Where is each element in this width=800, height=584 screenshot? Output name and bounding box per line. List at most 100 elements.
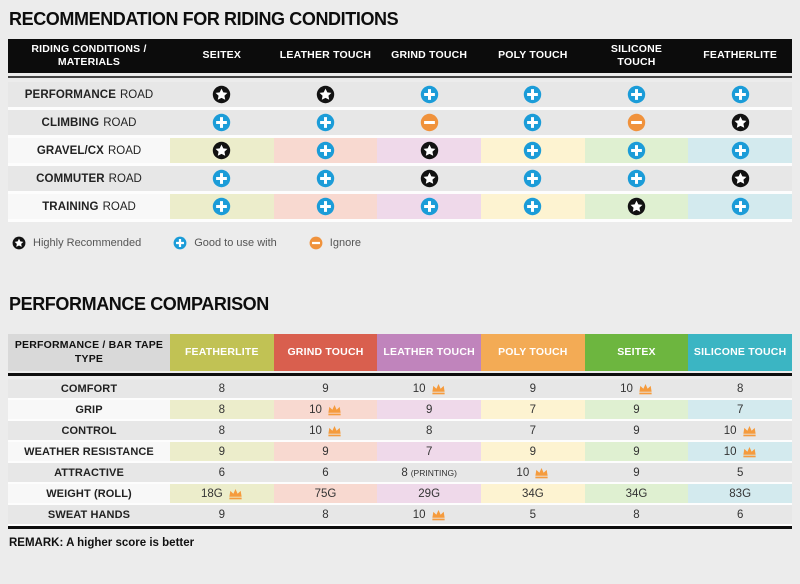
rating-cell xyxy=(584,166,689,191)
rating-cell xyxy=(688,194,792,219)
row-label-bold: COMMUTER xyxy=(36,172,105,185)
rating-cell xyxy=(584,82,689,107)
row-label: GRIP xyxy=(8,400,170,419)
plus-icon xyxy=(316,141,335,160)
score-cell: 8 xyxy=(273,505,378,524)
table-row: COMMUTER ROAD xyxy=(8,166,792,194)
plus-icon xyxy=(627,141,646,160)
row-label: CLIMBING ROAD xyxy=(8,110,170,135)
crown-icon xyxy=(639,383,652,394)
score-value: 9 xyxy=(218,445,226,458)
row-label: PERFORMANCE ROAD xyxy=(8,82,170,107)
plus-icon xyxy=(524,197,542,216)
table-row: TRAINING ROAD xyxy=(8,194,792,222)
rating-cell xyxy=(480,82,585,107)
star-icon xyxy=(420,141,438,160)
score-cell: 9 xyxy=(584,400,689,419)
crown-icon xyxy=(328,425,341,436)
star-icon xyxy=(731,169,749,188)
score-value: 10 xyxy=(412,382,426,395)
star-icon xyxy=(731,113,749,132)
row-label-bold: CLIMBING xyxy=(41,116,100,129)
crown-icon xyxy=(431,509,445,520)
plus-icon xyxy=(173,236,187,250)
score-value: 7 xyxy=(529,403,537,416)
rating-cell xyxy=(480,138,585,163)
row-label-bold: GRAVEL/CX xyxy=(36,144,104,157)
score-value: 75G xyxy=(314,487,337,500)
legend-item-star: Highly Recommended xyxy=(12,236,141,250)
score-cell: 9 xyxy=(480,379,585,398)
score-cell: 10 xyxy=(688,442,792,461)
legend-label: Good to use with xyxy=(194,237,277,249)
plus-icon xyxy=(731,141,749,160)
rating-cell xyxy=(273,138,378,163)
score-value: 10 xyxy=(516,466,530,479)
score-cell: 10 xyxy=(688,421,792,440)
score-value: 7 xyxy=(529,424,537,437)
table-row: GRAVEL/CX ROAD xyxy=(8,138,792,166)
row-label: SWEAT HANDS xyxy=(8,505,170,524)
score-cell: 8 xyxy=(377,421,481,440)
riding-conditions-table: RIDING CONDITIONS / MATERIALS SEITEX LEATH… xyxy=(8,39,792,222)
table-bottom-line xyxy=(8,526,792,529)
row-label-bold: TRAINING xyxy=(42,200,99,213)
header-cell-leather-touch: LEATHER TOUCH xyxy=(279,49,372,62)
header-cell-poly-touch: POLY TOUCH xyxy=(480,334,585,371)
row-label-rest: ROAD xyxy=(103,116,137,129)
header-cell-performance-bar-tape-type: PERFORMANCE / BAR TAPE TYPE xyxy=(8,334,170,371)
score-cell: 83G xyxy=(688,484,792,503)
row-label: WEIGHT (ROLL) xyxy=(8,484,170,503)
score-cell: 10 xyxy=(377,505,481,524)
header-cell-featherlite: FEATHERLITE xyxy=(170,334,274,371)
score-value: 9 xyxy=(529,382,537,395)
plus-icon xyxy=(524,141,542,160)
score-value: 7 xyxy=(736,403,744,416)
legend-icon-wrap xyxy=(12,236,26,250)
table-row: WEATHER RESISTANCE 9 9 7 9 9 10 xyxy=(8,442,792,463)
crown-icon xyxy=(431,383,445,394)
crown-icon-wrap xyxy=(431,383,446,395)
legend-label: Highly Recommended xyxy=(33,237,142,249)
score-value: 8 xyxy=(218,403,226,416)
table-row: CLIMBING ROAD xyxy=(8,110,792,138)
score-value: 10 xyxy=(620,382,633,395)
plus-icon xyxy=(524,113,542,132)
crown-icon xyxy=(535,467,548,478)
score-value: 5 xyxy=(529,508,537,521)
row-label-rest: ROAD xyxy=(119,88,154,101)
score-value: 10 xyxy=(723,424,737,437)
crown-icon-wrap xyxy=(431,509,446,521)
score-value: 83G xyxy=(729,487,752,500)
star-icon xyxy=(213,85,231,104)
plus-icon xyxy=(731,85,749,104)
row-label: COMMUTER ROAD xyxy=(8,166,170,191)
score-value: 8 xyxy=(218,424,226,437)
rating-cell xyxy=(584,194,689,219)
rating-cell xyxy=(377,82,481,107)
score-note: (PRINTING) xyxy=(410,467,457,478)
score-cell: 9 xyxy=(480,442,585,461)
score-cell: 9 xyxy=(584,463,689,482)
header-cell-grind-touch: GRIND TOUCH xyxy=(273,334,378,371)
crown-icon-wrap xyxy=(638,383,653,395)
header-cell-grind-touch: GRIND TOUCH xyxy=(391,49,468,62)
rating-cell xyxy=(688,138,792,163)
star-icon xyxy=(420,169,438,188)
plus-icon xyxy=(524,85,542,104)
crown-icon xyxy=(742,446,756,457)
plus-icon xyxy=(627,85,646,104)
crown-icon xyxy=(742,425,756,436)
score-value: 9 xyxy=(633,466,640,479)
score-cell: 8 xyxy=(170,400,274,419)
row-label: ATTRACTIVE xyxy=(8,463,170,482)
rating-cell xyxy=(377,110,481,135)
plus-icon xyxy=(731,197,749,216)
score-cell: 9 xyxy=(377,400,481,419)
score-value: 34G xyxy=(625,487,648,500)
score-cell: 6 xyxy=(273,463,378,482)
score-cell: 10 xyxy=(480,463,585,482)
score-value: 9 xyxy=(633,403,640,416)
rating-legend: Highly Recommended Good to use with Ignore xyxy=(12,235,792,251)
score-value: 8 xyxy=(633,508,640,521)
